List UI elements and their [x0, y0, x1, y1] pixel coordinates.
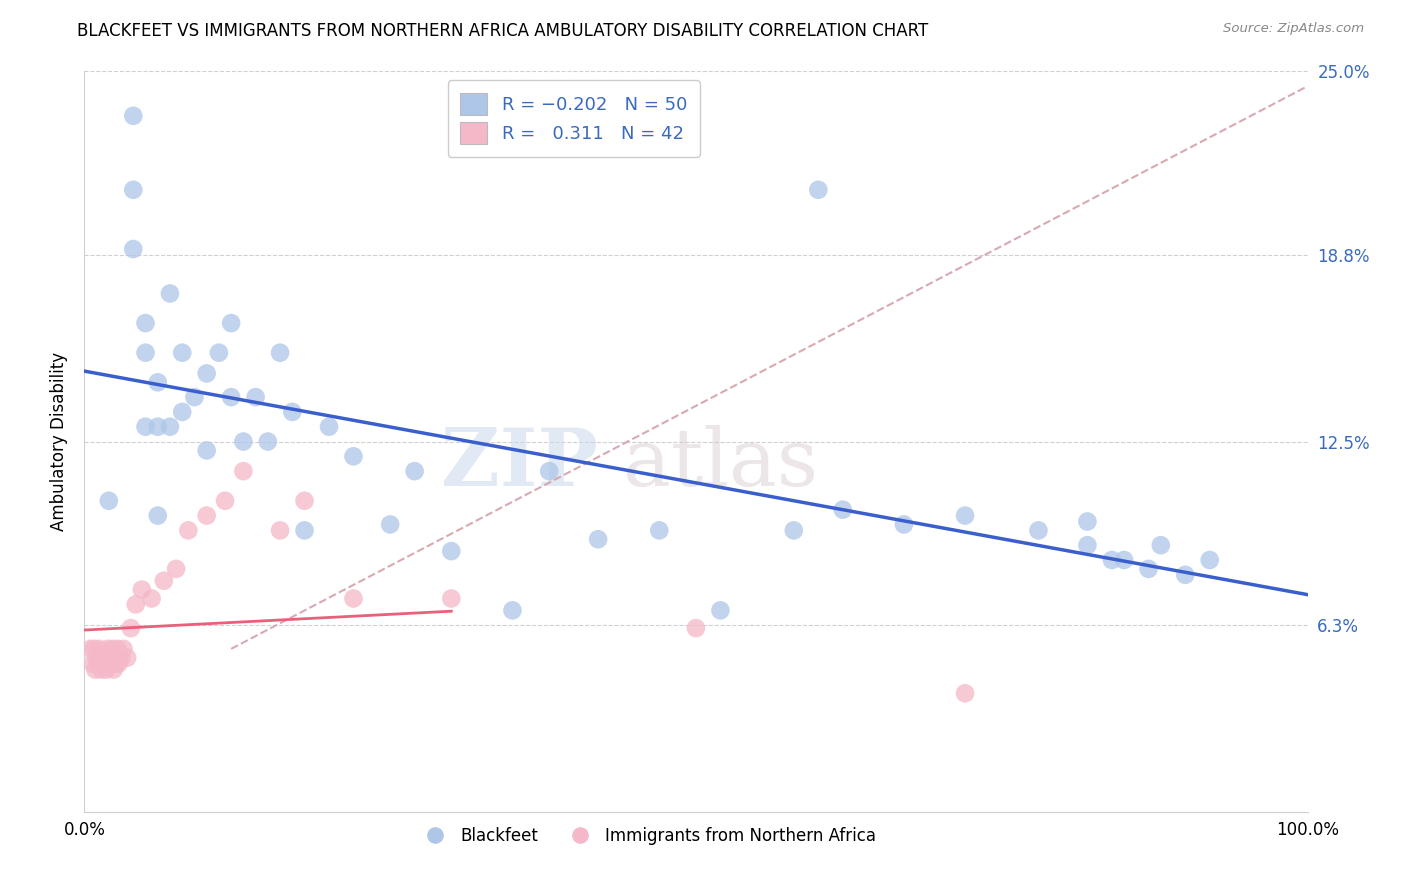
- Point: [953, 508, 976, 523]
- Point: [219, 316, 242, 330]
- Point: [86, 650, 108, 665]
- Point: [219, 390, 242, 404]
- Point: [502, 603, 524, 617]
- Point: [245, 390, 267, 404]
- Point: [87, 641, 110, 656]
- Point: [648, 524, 671, 538]
- Point: [100, 650, 122, 665]
- Point: [214, 493, 236, 508]
- Point: [104, 650, 127, 665]
- Point: [141, 591, 163, 606]
- Point: [783, 524, 806, 538]
- Point: [125, 598, 148, 612]
- Point: [105, 641, 128, 656]
- Point: [831, 502, 853, 516]
- Text: ZIP: ZIP: [441, 425, 598, 503]
- Point: [91, 648, 114, 662]
- Point: [122, 183, 145, 197]
- Point: [586, 533, 609, 547]
- Point: [153, 574, 176, 588]
- Text: BLACKFEET VS IMMIGRANTS FROM NORTHERN AFRICA AMBULATORY DISABILITY CORRELATION C: BLACKFEET VS IMMIGRANTS FROM NORTHERN AF…: [77, 22, 928, 40]
- Point: [172, 345, 194, 359]
- Point: [1076, 538, 1098, 552]
- Point: [1150, 538, 1173, 552]
- Point: [94, 650, 117, 665]
- Point: [1137, 562, 1160, 576]
- Point: [135, 419, 157, 434]
- Point: [122, 242, 145, 256]
- Point: [159, 286, 181, 301]
- Point: [89, 650, 111, 665]
- Point: [195, 508, 218, 523]
- Point: [103, 663, 125, 677]
- Point: [294, 493, 316, 508]
- Point: [97, 493, 120, 508]
- Point: [953, 686, 976, 700]
- Point: [342, 450, 364, 464]
- Point: [232, 464, 254, 478]
- Point: [1114, 553, 1136, 567]
- Point: [1174, 567, 1197, 582]
- Point: [159, 419, 181, 434]
- Point: [97, 641, 120, 656]
- Point: [110, 650, 132, 665]
- Point: [97, 648, 120, 662]
- Point: [101, 641, 124, 656]
- Point: [1198, 553, 1220, 567]
- Point: [120, 621, 142, 635]
- Point: [115, 650, 138, 665]
- Point: [269, 524, 291, 538]
- Text: Source: ZipAtlas.com: Source: ZipAtlas.com: [1223, 22, 1364, 36]
- Point: [135, 345, 157, 359]
- Point: [107, 657, 129, 671]
- Point: [893, 517, 915, 532]
- Point: [709, 603, 731, 617]
- Point: [257, 434, 280, 449]
- Point: [146, 419, 169, 434]
- Point: [83, 641, 105, 656]
- Point: [165, 562, 187, 576]
- Text: atlas: atlas: [623, 425, 818, 503]
- Point: [146, 376, 169, 390]
- Point: [105, 657, 128, 671]
- Point: [281, 405, 304, 419]
- Point: [112, 641, 135, 656]
- Point: [380, 517, 402, 532]
- Point: [90, 663, 112, 677]
- Point: [195, 443, 218, 458]
- Point: [269, 345, 291, 359]
- Point: [538, 464, 561, 478]
- Point: [93, 657, 115, 671]
- Point: [177, 524, 200, 538]
- Point: [318, 419, 340, 434]
- Y-axis label: Ambulatory Disability: Ambulatory Disability: [49, 352, 67, 531]
- Point: [1101, 553, 1123, 567]
- Point: [1028, 524, 1050, 538]
- Legend: Blackfeet, Immigrants from Northern Africa: Blackfeet, Immigrants from Northern Afri…: [412, 820, 883, 852]
- Point: [294, 524, 316, 538]
- Point: [131, 582, 153, 597]
- Point: [183, 390, 205, 404]
- Point: [135, 316, 157, 330]
- Point: [84, 663, 107, 677]
- Point: [1076, 515, 1098, 529]
- Point: [195, 367, 218, 381]
- Point: [440, 544, 463, 558]
- Point: [122, 109, 145, 123]
- Point: [440, 591, 463, 606]
- Point: [172, 405, 194, 419]
- Point: [82, 657, 104, 671]
- Point: [96, 663, 118, 677]
- Point: [685, 621, 707, 635]
- Point: [87, 657, 110, 671]
- Point: [98, 657, 121, 671]
- Point: [807, 183, 830, 197]
- Point: [79, 641, 101, 656]
- Point: [232, 434, 254, 449]
- Point: [146, 508, 169, 523]
- Point: [342, 591, 364, 606]
- Point: [404, 464, 426, 478]
- Point: [208, 345, 231, 359]
